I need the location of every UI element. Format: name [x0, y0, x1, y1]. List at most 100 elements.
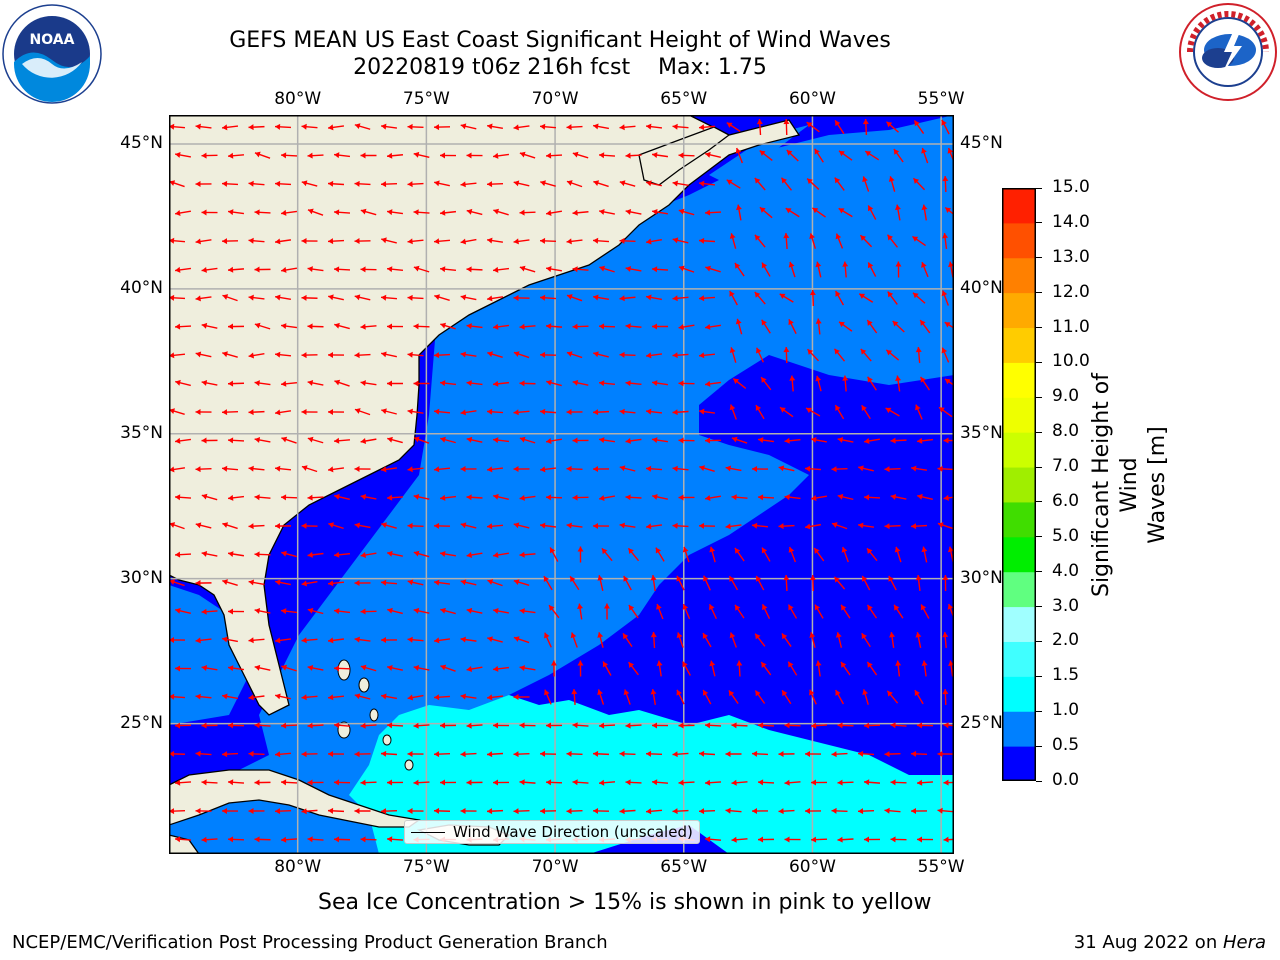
wave-direction-arrow	[672, 808, 689, 815]
wave-direction-arrow	[942, 232, 949, 250]
wave-direction-arrow	[831, 466, 848, 473]
wave-direction-arrow	[895, 261, 902, 278]
wave-direction-arrow	[884, 523, 901, 530]
wave-direction-arrow	[407, 466, 424, 473]
wave-direction-arrow	[354, 751, 371, 758]
wave-direction-arrow	[381, 237, 397, 244]
colorbar-segment	[1002, 606, 1036, 642]
footer-date-text: 31 Aug 2022 on	[1073, 932, 1223, 953]
wave-direction-arrow	[625, 779, 642, 786]
wave-direction-arrow	[804, 465, 822, 472]
wave-direction-arrow	[788, 319, 797, 334]
wave-direction-arrow	[174, 551, 192, 558]
wave-direction-arrow	[598, 323, 616, 330]
colorbar-segment	[1002, 746, 1036, 782]
wave-direction-arrow	[787, 661, 798, 676]
wave-direction-arrow	[704, 495, 722, 501]
wave-direction-arrow	[623, 689, 631, 705]
wave-direction-arrow	[704, 722, 722, 729]
wave-direction-arrow	[702, 632, 712, 648]
colorbar-tick-label: 6.0	[1052, 490, 1080, 511]
axis-tick-label: 60°W	[788, 89, 836, 109]
axis-tick-label: 75°W	[402, 857, 450, 877]
wave-direction-arrow	[307, 494, 324, 501]
wave-direction-arrow	[678, 779, 695, 786]
wave-direction-arrow	[910, 465, 928, 472]
wave-direction-arrow	[201, 836, 218, 843]
wave-direction-arrow	[175, 152, 191, 158]
wave-direction-arrow	[413, 722, 430, 729]
wave-direction-arrow	[169, 294, 186, 301]
colorbar-tick-label: 7.0	[1052, 456, 1080, 477]
wave-direction-arrow	[603, 603, 610, 620]
wave-direction-arrow	[788, 546, 797, 563]
wave-direction-arrow	[274, 409, 292, 416]
wave-direction-arrow	[545, 494, 563, 501]
wave-direction-arrow	[895, 375, 902, 392]
wave-direction-arrow	[513, 751, 530, 758]
wave-direction-arrow	[327, 580, 345, 587]
wave-direction-arrow	[704, 209, 722, 216]
wave-direction-arrow	[333, 551, 351, 558]
axis-tick-label: 60°W	[788, 857, 836, 877]
colorbar-tick-label: 9.0	[1052, 386, 1080, 407]
wave-direction-arrow	[863, 494, 881, 501]
wave-direction-arrow	[169, 237, 186, 244]
wave-direction-arrow	[466, 152, 483, 159]
wave-direction-arrow	[915, 346, 922, 364]
wave-direction-arrow	[280, 608, 298, 615]
wave-direction-arrow	[386, 323, 404, 330]
wave-direction-arrow	[301, 522, 318, 529]
wave-direction-arrow	[201, 322, 218, 329]
wave-direction-arrow	[834, 689, 845, 705]
wave-direction-arrow	[619, 124, 636, 131]
wave-direction-arrow	[779, 293, 794, 303]
wave-direction-arrow	[783, 346, 790, 364]
wave-direction-arrow	[837, 779, 854, 786]
legend-label: Wind Wave Direction (unscaled)	[453, 823, 693, 841]
wave-direction-arrow	[360, 552, 377, 558]
wave-direction-arrow	[174, 266, 192, 273]
wave-direction-arrow	[943, 779, 954, 786]
wave-direction-arrow	[380, 294, 398, 301]
wave-direction-arrow	[360, 323, 377, 330]
wave-direction-arrow	[815, 261, 822, 278]
wave-direction-arrow	[857, 750, 875, 757]
wave-direction-arrow	[810, 495, 828, 501]
wave-direction-arrow	[731, 494, 748, 501]
wave-direction-arrow	[274, 294, 292, 301]
wave-direction-arrow	[433, 694, 451, 701]
wave-direction-arrow	[221, 465, 239, 472]
wave-direction-arrow	[387, 550, 403, 557]
wave-direction-arrow	[678, 494, 695, 501]
wave-direction-arrow	[254, 551, 271, 558]
wave-direction-arrow	[598, 495, 616, 501]
wave-direction-arrow	[625, 152, 642, 159]
wave-direction-arrow	[914, 689, 924, 705]
wave-direction-arrow	[678, 152, 695, 159]
wave-direction-arrow	[619, 808, 636, 815]
wave-direction-arrow	[892, 320, 905, 333]
wave-direction-arrow	[254, 380, 271, 387]
wave-direction-arrow	[254, 664, 271, 671]
wave-direction-arrow	[274, 523, 292, 530]
wave-direction-arrow	[729, 404, 737, 420]
wave-direction-arrow	[492, 323, 510, 330]
wave-direction-arrow	[354, 123, 371, 130]
wave-direction-arrow	[619, 237, 636, 244]
legend-line-icon	[411, 831, 445, 833]
wave-direction-arrow	[577, 546, 584, 563]
wave-direction-arrow	[493, 607, 509, 614]
wave-direction-arrow	[486, 694, 504, 701]
wave-direction-arrow	[466, 208, 483, 216]
wave-direction-arrow	[890, 779, 907, 786]
wave-direction-arrow	[814, 604, 824, 619]
wave-direction-arrow	[778, 523, 795, 530]
wave-direction-arrow	[540, 180, 556, 187]
wave-direction-arrow	[838, 150, 853, 161]
wave-direction-arrow	[810, 836, 828, 843]
wave-direction-arrow	[888, 575, 897, 591]
wave-direction-arrow	[622, 632, 633, 648]
wave-direction-arrow	[327, 807, 345, 814]
colorbar-segment	[1002, 501, 1036, 538]
